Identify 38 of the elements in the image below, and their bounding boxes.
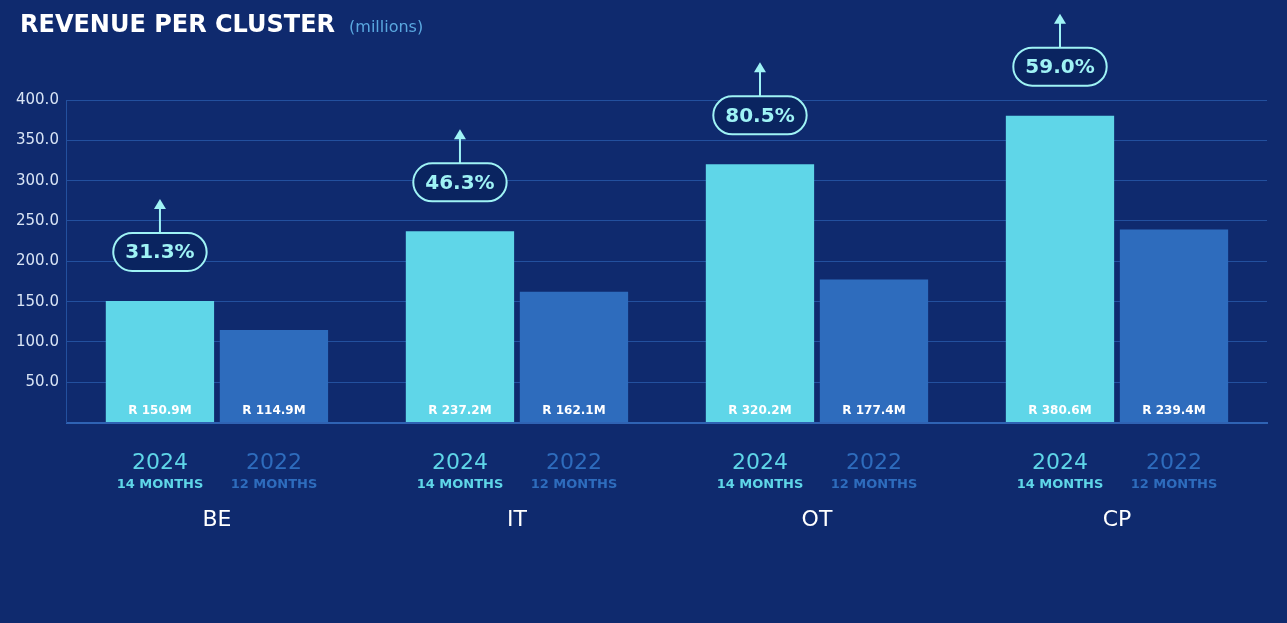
data-label: R 114.9M — [242, 402, 306, 417]
y-tick-label: 250.0 — [15, 210, 59, 229]
y-tick-label: 300.0 — [15, 170, 59, 189]
x-tick-label: CP — [1102, 505, 1132, 531]
data-label: R 150.9M — [128, 402, 192, 417]
text: 2024 14 MONTHS — [716, 448, 804, 491]
data-label: R 239.4M — [1142, 402, 1206, 417]
data-label: R 162.1M — [542, 402, 606, 417]
bar — [705, 164, 815, 423]
x-tick-label: IT — [506, 505, 528, 531]
text: 2022 12 MONTHS — [1130, 448, 1218, 491]
y-tick-label: 200.0 — [15, 251, 59, 270]
annotation: 31.3% — [125, 239, 195, 264]
y-tick-label: 50.0 — [25, 372, 59, 391]
text: 2024 14 MONTHS — [1016, 448, 1104, 491]
y-tick-label: 350.0 — [15, 130, 59, 149]
x-tick-label: OT — [801, 505, 833, 531]
data-label: R 237.2M — [428, 402, 492, 417]
text: 2022 12 MONTHS — [530, 448, 618, 491]
text: 2024 14 MONTHS — [416, 448, 504, 491]
bar — [105, 300, 215, 423]
annotation: 59.0% — [1025, 53, 1095, 78]
data-label: R 177.4M — [842, 402, 906, 417]
bar — [405, 231, 515, 423]
series-label: 2022 12 MONTHS — [230, 448, 318, 491]
y-tick-label: 150.0 — [15, 291, 59, 310]
y-tick-label: 400.0 — [15, 89, 59, 108]
chart-subtitle: (millions) — [349, 17, 424, 36]
data-label: R 380.6M — [1028, 402, 1092, 417]
annotation: 80.5% — [725, 102, 795, 127]
x-tick-label: BE — [202, 505, 232, 531]
chart-title: REVENUE PER CLUSTER — [20, 10, 336, 38]
series-label: 2024 14 MONTHS — [116, 448, 204, 491]
data-label: R 320.2M — [728, 402, 792, 417]
annotation: 46.3% — [425, 169, 495, 194]
y-tick-label: 100.0 — [15, 331, 59, 350]
bar — [1005, 115, 1115, 423]
text: 2022 12 MONTHS — [830, 448, 918, 491]
